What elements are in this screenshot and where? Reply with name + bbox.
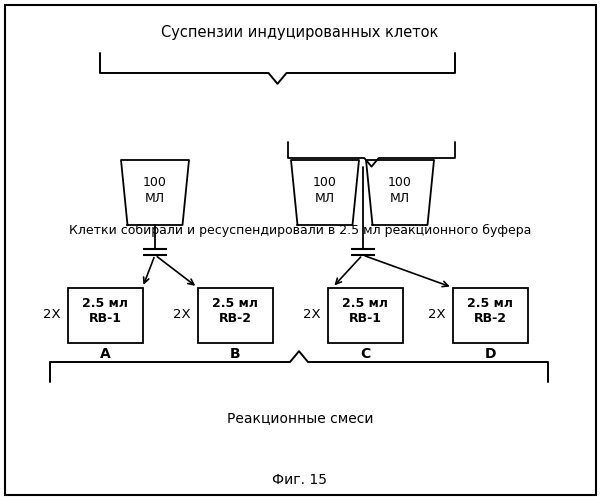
Bar	[67, 288, 142, 343]
Text: C: C	[360, 348, 370, 362]
Text: Суспензии индуцированных клеток: Суспензии индуцированных клеток	[161, 24, 439, 40]
Text: 100
МЛ: 100 МЛ	[388, 176, 412, 204]
Text: A: A	[100, 348, 111, 362]
Polygon shape	[366, 160, 434, 225]
Bar	[453, 288, 528, 343]
Text: B: B	[230, 348, 240, 362]
Text: D: D	[484, 348, 496, 362]
Bar	[328, 288, 403, 343]
Text: 100
МЛ: 100 МЛ	[313, 176, 337, 204]
Text: 2.5 мл
RB-1: 2.5 мл RB-1	[342, 297, 388, 325]
Text: 2X: 2X	[428, 308, 445, 322]
Text: 2.5 мл
RB-2: 2.5 мл RB-2	[467, 297, 513, 325]
Bar	[198, 288, 272, 343]
Text: 2X: 2X	[303, 308, 320, 322]
Text: Реакционные смеси: Реакционные смеси	[227, 411, 373, 425]
Polygon shape	[291, 160, 359, 225]
Text: 2X: 2X	[172, 308, 191, 322]
Polygon shape	[121, 160, 189, 225]
Text: 100
МЛ: 100 МЛ	[143, 176, 167, 204]
Text: 2X: 2X	[43, 308, 60, 322]
Text: 2.5 мл
RB-1: 2.5 мл RB-1	[82, 297, 128, 325]
Text: 2.5 мл
RB-2: 2.5 мл RB-2	[212, 297, 258, 325]
Text: Клетки собирали и ресуспендировали в 2.5 мл реакционного буфера: Клетки собирали и ресуспендировали в 2.5…	[69, 224, 531, 236]
Text: Фиг. 15: Фиг. 15	[272, 473, 328, 487]
